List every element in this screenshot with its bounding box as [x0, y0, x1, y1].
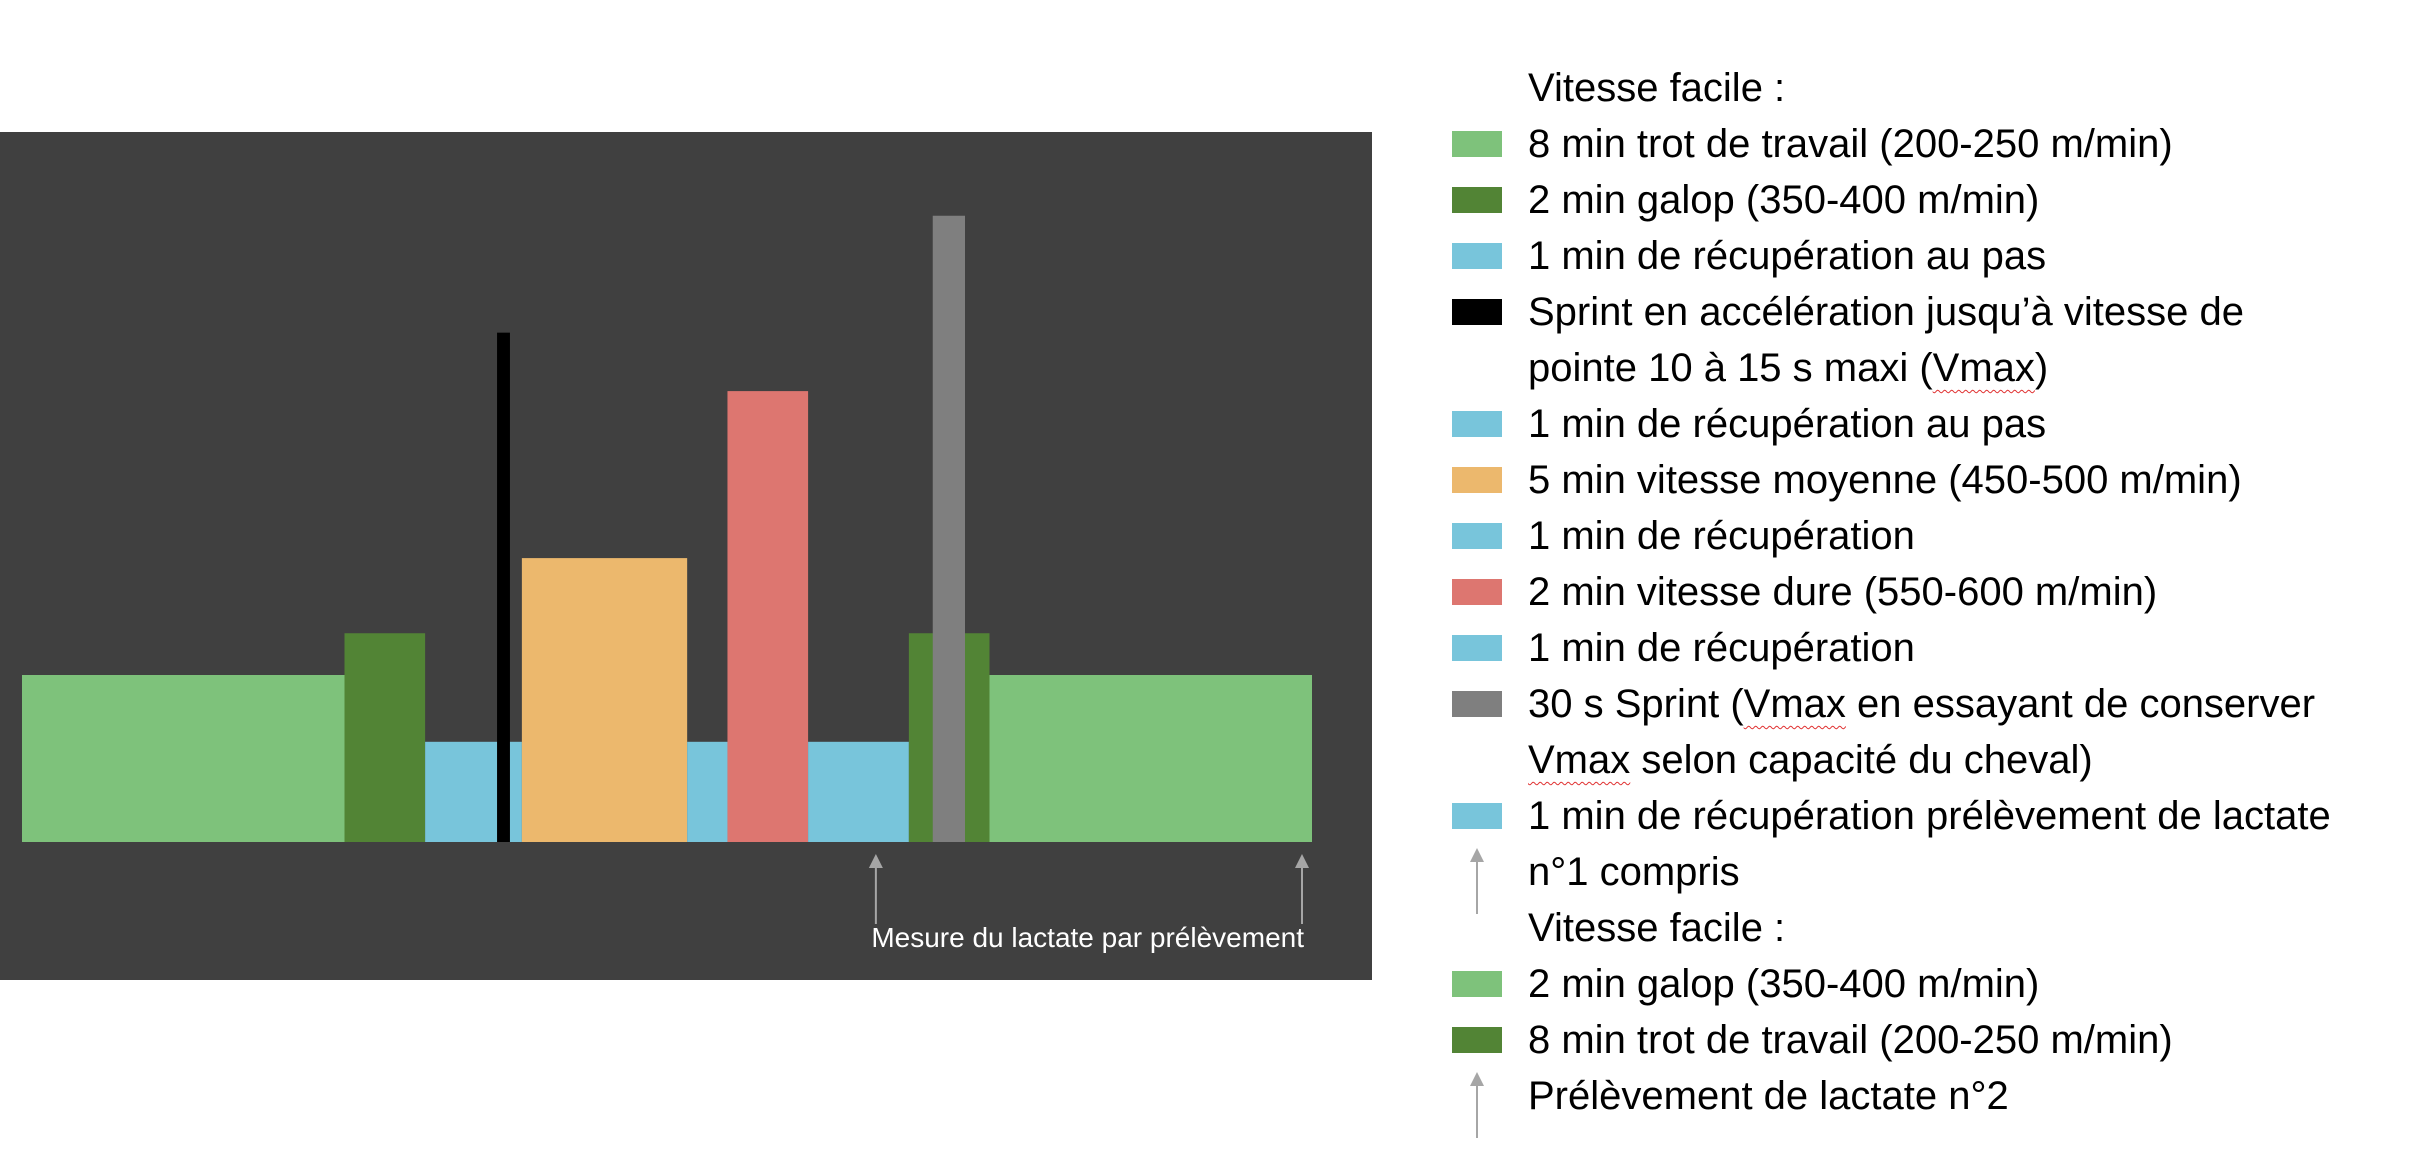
legend-label: 1 min de récupération au pas — [1528, 234, 2047, 278]
bar-sprint-3 — [497, 332, 510, 842]
legend-label: 1 min de récupération au pas — [1528, 402, 2047, 446]
bar-recup-2 — [425, 741, 474, 842]
legend-item: 1 min de récupération prélèvement de lac… — [1452, 788, 2412, 844]
legend-label: 1 min de récupération prélèvement de lac… — [1528, 794, 2331, 838]
legend-swatch — [1452, 411, 1502, 437]
bar-moyenne-5 — [521, 558, 688, 842]
legend-label: 1 min de récupération — [1528, 626, 1915, 670]
legend-item: 1 min de récupération — [1452, 508, 2412, 564]
legend-label: 2 min galop (350-400 m/min) — [1528, 178, 2040, 222]
legend-item: Sprint en accélération jusqu’à vitesse d… — [1452, 284, 2412, 396]
legend-label: 1 min de récupération — [1528, 514, 1915, 558]
up-arrow-icon — [1470, 1072, 1484, 1138]
legend-item: 1 min de récupération au pas — [1452, 228, 2412, 284]
legend-swatch — [1452, 467, 1502, 493]
bar-trot-0 — [22, 675, 345, 842]
legend-item: Vitesse facile : — [1452, 60, 2412, 116]
legend-label: 2 min vitesse dure (550-600 m/min) — [1528, 570, 2158, 614]
bar-trot-11 — [989, 675, 1312, 842]
legend-swatch — [1452, 635, 1502, 661]
legend-item: 1 min de récupération — [1452, 620, 2412, 676]
legend-label: 5 min vitesse moyenne (450-500 m/min) — [1528, 458, 2242, 502]
legend-item: 1 min de récupération au pas — [1452, 396, 2412, 452]
legend-label: n°1 compris — [1528, 850, 1740, 894]
bar-dure-7 — [727, 391, 809, 842]
legend: Vitesse facile : 8 min trot de travail (2… — [1452, 60, 2412, 1138]
legend-label: 2 min galop (350-400 m/min) — [1528, 962, 2040, 1006]
legend-item: 2 min vitesse dure (550-600 m/min) — [1452, 564, 2412, 620]
legend-swatch — [1452, 187, 1502, 213]
bar-sprint30-9 — [932, 215, 965, 842]
legend-swatch — [1452, 971, 1502, 997]
legend-item: 2 min galop (350-400 m/min) — [1452, 172, 2412, 228]
legend-swatch — [1452, 131, 1502, 157]
legend-swatch — [1452, 523, 1502, 549]
legend-item: 8 min trot de travail (200-250 m/min) — [1452, 116, 2412, 172]
legend-label-continued: pointe 10 à 15 s maxi (Vmax) — [1528, 346, 2049, 390]
legend-item: 2 min galop (350-400 m/min) — [1452, 956, 2412, 1012]
legend-item: Prélèvement de lactate n°2 — [1452, 1068, 2412, 1138]
legend-swatch — [1452, 243, 1502, 269]
legend-label: Sprint en accélération jusqu’à vitesse d… — [1528, 290, 2244, 334]
legend-label-continued: Vmax selon capacité du cheval) — [1528, 738, 2093, 782]
legend-label: 8 min trot de travail (200-250 m/min) — [1528, 1018, 2173, 1062]
lactate-measure-caption: Mesure du lactate par prélèvement — [871, 922, 1304, 953]
legend-item: 5 min vitesse moyenne (450-500 m/min) — [1452, 452, 2412, 508]
legend-label: 8 min trot de travail (200-250 m/min) — [1528, 122, 2173, 166]
bar-galop-1 — [344, 633, 426, 842]
legend-item: Vitesse facile : — [1452, 900, 2412, 956]
lactate-marker-arrow-2 — [1295, 854, 1309, 924]
lactate-marker-arrow-1 — [868, 854, 883, 924]
legend-swatch — [1452, 579, 1502, 605]
legend-label: Vitesse facile : — [1528, 66, 1786, 110]
bar-recup-6 — [687, 741, 728, 842]
up-arrow-icon — [1470, 848, 1484, 914]
legend-label: 30 s Sprint (Vmax en essayant de conserv… — [1528, 682, 2316, 726]
legend-item: n°1 compris — [1452, 844, 2412, 914]
legend-swatch — [1452, 803, 1502, 829]
legend-label: Vitesse facile : — [1528, 906, 1786, 950]
legend-label: Prélèvement de lactate n°2 — [1528, 1074, 2009, 1118]
bar-recup-8 — [808, 741, 909, 842]
legend-item: 30 s Sprint (Vmax en essayant de conserv… — [1452, 676, 2412, 788]
training-diagram — [22, 215, 1312, 924]
legend-swatch — [1452, 299, 1502, 325]
legend-item: 8 min trot de travail (200-250 m/min) — [1452, 1012, 2412, 1068]
legend-swatch — [1452, 691, 1502, 717]
training-diagram-panel: Mesure du lactate par prélèvement — [0, 132, 1372, 980]
legend-swatch — [1452, 1027, 1502, 1053]
